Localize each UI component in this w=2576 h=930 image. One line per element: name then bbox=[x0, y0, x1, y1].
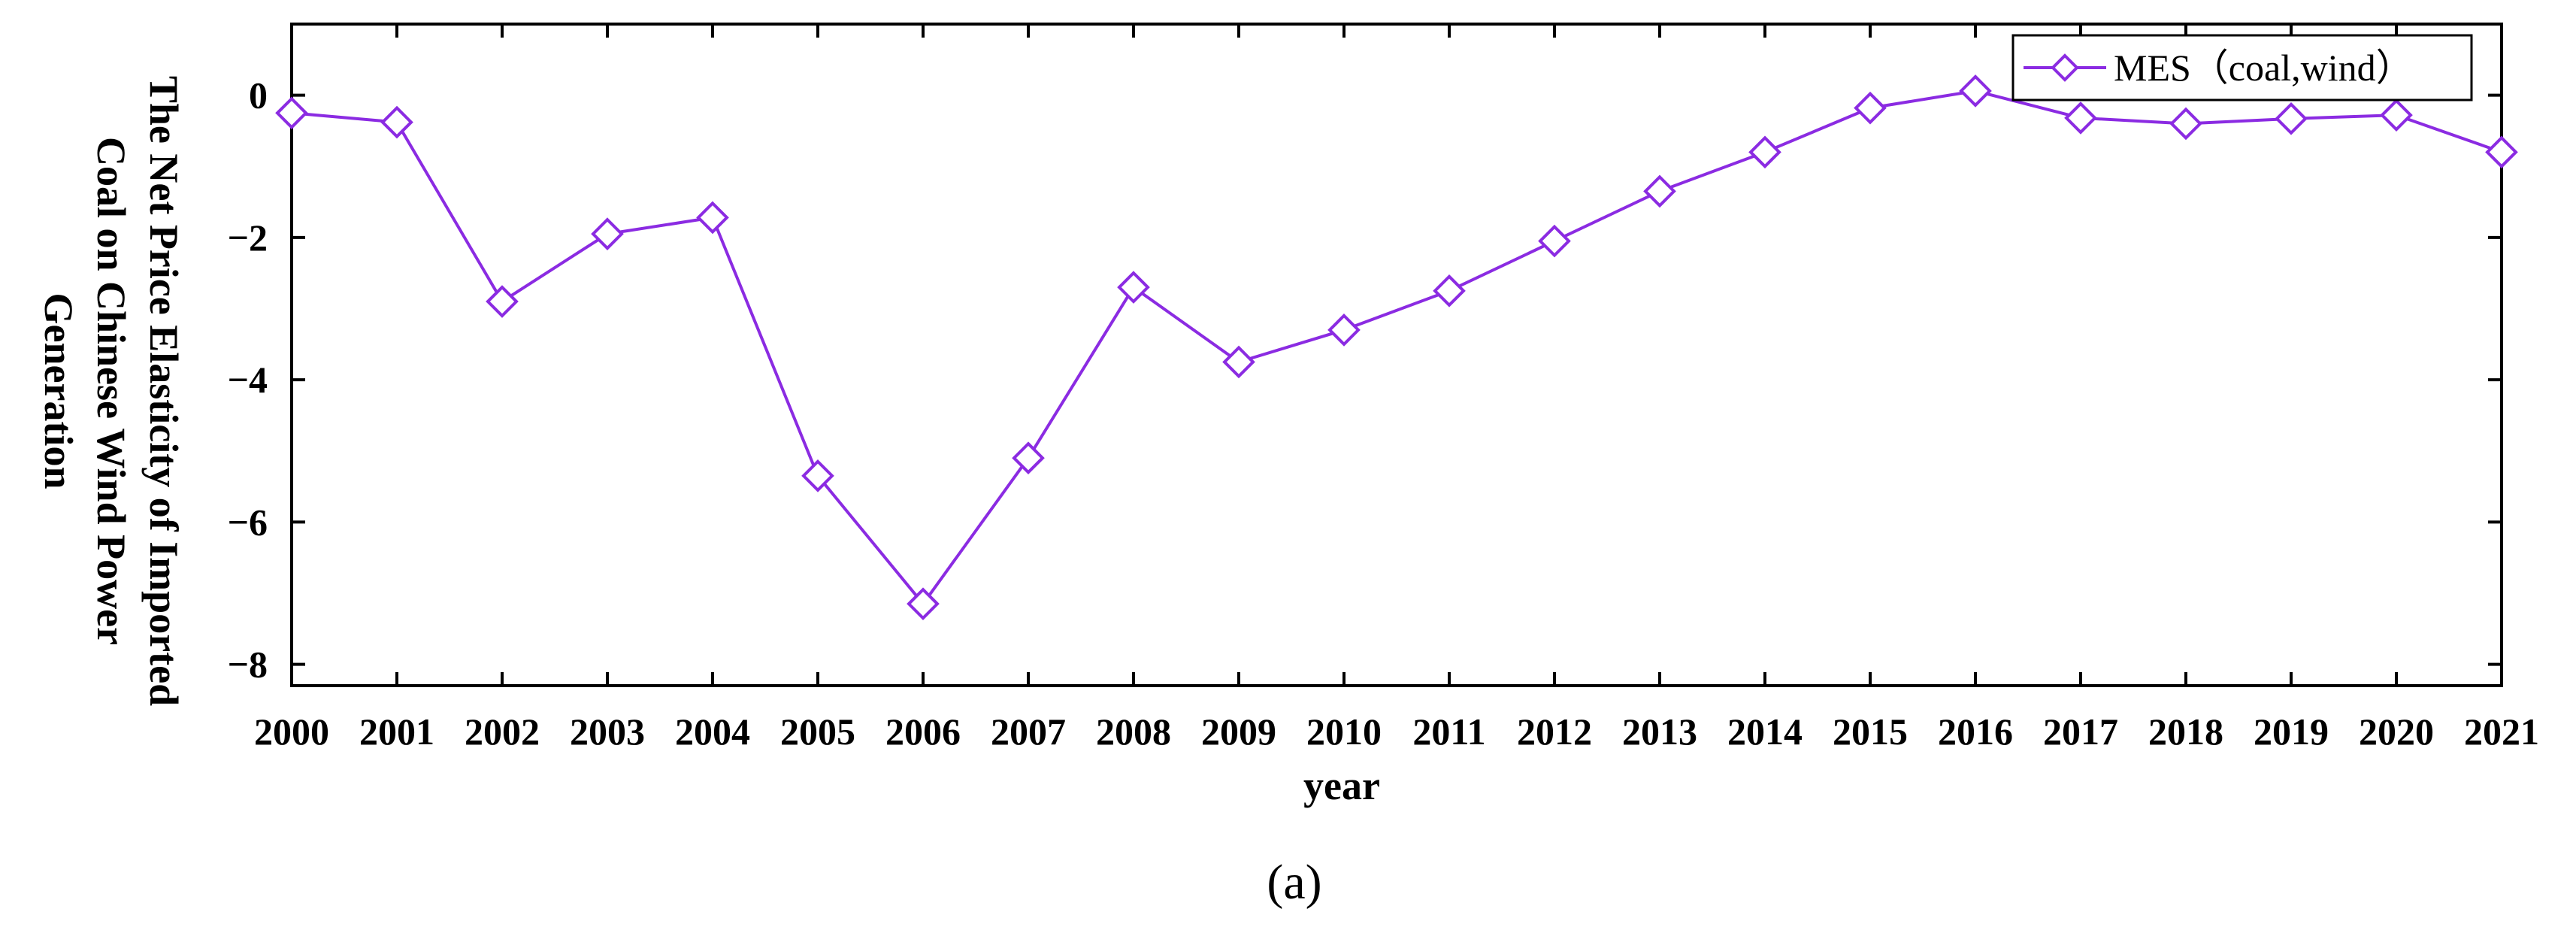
legend-label: MES（coal,wind） bbox=[2114, 47, 2414, 89]
data-point-marker bbox=[2380, 98, 2413, 132]
data-point-marker bbox=[1012, 441, 1045, 475]
legend-marker bbox=[2051, 53, 2079, 82]
data-point-marker bbox=[1117, 271, 1150, 304]
x-tick-label: 2006 bbox=[885, 710, 961, 753]
data-point-marker bbox=[696, 201, 729, 235]
y-axis-title: The Net Price Elasticity of Imported Coa… bbox=[36, 76, 186, 706]
data-point-marker bbox=[2275, 102, 2308, 135]
data-point-marker bbox=[1327, 314, 1361, 347]
x-tick-label: 2020 bbox=[2359, 710, 2434, 753]
data-point-marker bbox=[486, 285, 519, 318]
y-tick-label: 0 bbox=[249, 74, 268, 117]
x-tick-label: 2004 bbox=[675, 710, 750, 753]
data-point-marker bbox=[275, 96, 308, 130]
panel-label: (a) bbox=[1267, 855, 1321, 910]
x-tick-label: 2007 bbox=[991, 710, 1066, 753]
data-point-marker bbox=[1538, 224, 1571, 258]
series-layer bbox=[275, 74, 2518, 621]
x-tick-label: 2011 bbox=[1412, 710, 1485, 753]
x-axis-title: year bbox=[1303, 763, 1380, 808]
y-tick-label: −6 bbox=[228, 501, 268, 543]
x-tick-label: 2002 bbox=[465, 710, 540, 753]
x-tick-label: 2013 bbox=[1622, 710, 1697, 753]
x-tick-label: 2010 bbox=[1306, 710, 1382, 753]
data-point-marker bbox=[2064, 101, 2097, 135]
x-tick-label: 2019 bbox=[2254, 710, 2329, 753]
x-tick-label: 2012 bbox=[1517, 710, 1592, 753]
data-point-marker bbox=[1959, 74, 1992, 108]
data-point-marker bbox=[380, 105, 413, 139]
x-tick-label: 2008 bbox=[1096, 710, 1171, 753]
x-tick-label: 2017 bbox=[2043, 710, 2118, 753]
x-tick-label: 2018 bbox=[2148, 710, 2223, 753]
y-tick-label: −4 bbox=[228, 359, 268, 401]
data-point-marker bbox=[1854, 91, 1887, 125]
data-point-marker bbox=[2485, 135, 2518, 169]
data-point-marker bbox=[801, 459, 834, 492]
x-tick-label: 2015 bbox=[1833, 710, 1908, 753]
x-tick-label: 2009 bbox=[1201, 710, 1276, 753]
data-point-marker bbox=[907, 587, 940, 621]
data-point-marker bbox=[2169, 107, 2202, 141]
y-axis-title-line-3: Generation bbox=[36, 293, 81, 489]
data-point-marker bbox=[591, 217, 624, 250]
axes: 0 −2 −4 −6 −8 2000 2001 2002 2003 2004 2005 2006 200… bbox=[228, 23, 2539, 753]
y-axis-title-line-2: Coal on Chinese Wind Power bbox=[89, 137, 134, 645]
y-tick-label: −8 bbox=[228, 644, 268, 686]
y-axis-title-line-1: The Net Price Elasticity of Imported bbox=[141, 76, 186, 706]
x-tick-label: 2003 bbox=[570, 710, 645, 753]
data-point-marker bbox=[1433, 274, 1466, 307]
legend: MES（coal,wind） bbox=[2011, 34, 2473, 101]
x-tick-label: 2000 bbox=[254, 710, 329, 753]
plot-frame bbox=[290, 23, 2503, 687]
x-tick-label: 2014 bbox=[1727, 710, 1803, 753]
data-point-marker bbox=[1643, 174, 1676, 208]
y-tick-label: −2 bbox=[228, 217, 268, 259]
data-point-marker bbox=[1222, 345, 1255, 379]
x-tick-label: 2001 bbox=[359, 710, 434, 753]
x-tick-label: 2021 bbox=[2464, 710, 2539, 753]
data-point-marker bbox=[1748, 135, 1781, 169]
series-line bbox=[291, 89, 2502, 606]
x-tick-label: 2005 bbox=[780, 710, 855, 753]
x-tick-label: 2016 bbox=[1938, 710, 2013, 753]
